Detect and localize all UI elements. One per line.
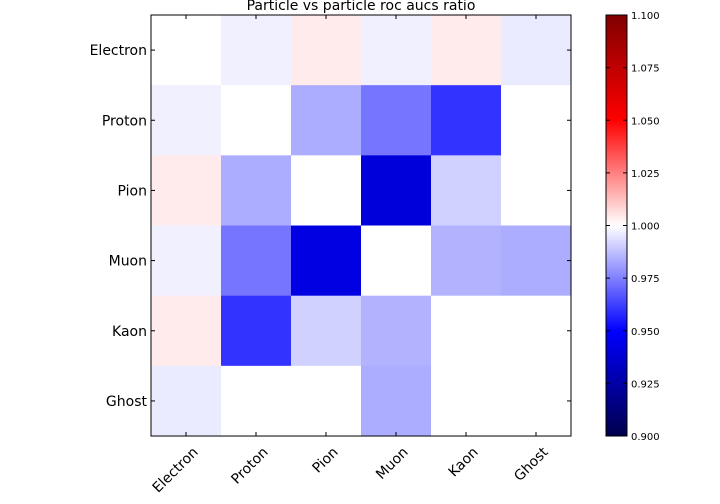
colorbar-tick-label: 1.050 bbox=[631, 116, 660, 127]
colorbar-tick-label: 1.000 bbox=[631, 222, 660, 233]
y-tick-label-proton: Proton bbox=[102, 113, 147, 129]
heatmap-cell-electron-electron bbox=[151, 15, 222, 86]
heatmap-cell-electron-muon bbox=[361, 15, 432, 86]
heatmap-cell-kaon-kaon bbox=[431, 295, 502, 367]
colorbar-tick-label: 1.075 bbox=[631, 64, 660, 75]
heatmap-cell-electron-ghost bbox=[501, 15, 572, 86]
heatmap-cell-muon-proton bbox=[221, 225, 292, 297]
y-tick-labels: Electron Proton Pion Muon Kaon Ghost bbox=[90, 43, 148, 410]
heatmap-cell-electron-kaon bbox=[431, 15, 502, 86]
heatmap-cell-ghost-kaon bbox=[431, 365, 502, 437]
heatmap-cell-proton-ghost bbox=[501, 85, 572, 156]
heatmap-cell-muon-ghost bbox=[501, 225, 572, 297]
heatmap-cell-muon-pion bbox=[291, 225, 362, 297]
heatmap-cell-ghost-ghost bbox=[501, 365, 572, 437]
x-tick-label-ghost: Ghost bbox=[511, 444, 552, 485]
chart-title: Particle vs particle roc aucs ratio bbox=[247, 0, 476, 14]
colorbar-tick-label: 0.925 bbox=[631, 379, 660, 390]
colorbar-tick-label: 1.100 bbox=[631, 11, 660, 22]
heatmap-cell-ghost-electron bbox=[151, 365, 222, 437]
heatmap-cell-pion-ghost bbox=[501, 155, 572, 227]
heatmap-cell-pion-kaon bbox=[431, 155, 502, 227]
x-tick-label-electron: Electron bbox=[150, 444, 202, 496]
heatmap-cell-proton-electron bbox=[151, 85, 222, 156]
heatmap-cell-proton-proton bbox=[221, 85, 292, 156]
y-tick-label-kaon: Kaon bbox=[112, 324, 147, 340]
heatmap-cell-muon-electron bbox=[151, 225, 222, 297]
heatmap-cell-pion-pion bbox=[291, 155, 362, 227]
heatmap-cell-electron-proton bbox=[221, 15, 292, 86]
y-tick-label-muon: Muon bbox=[109, 254, 147, 270]
y-tick-label-pion: Pion bbox=[118, 183, 147, 199]
heatmap-cell-proton-kaon bbox=[431, 85, 502, 156]
heatmap-cell-proton-muon bbox=[361, 85, 432, 156]
heatmap-cells bbox=[151, 15, 572, 437]
colorbar-tick-label: 0.975 bbox=[631, 274, 660, 285]
y-tick-label-ghost: Ghost bbox=[106, 394, 148, 410]
heatmap-cell-pion-electron bbox=[151, 155, 222, 227]
colorbar-tick-label: 0.950 bbox=[631, 327, 660, 338]
x-tick-label-proton: Proton bbox=[228, 444, 271, 487]
heatmap-axes bbox=[150, 14, 572, 437]
heatmap-cell-ghost-proton bbox=[221, 365, 292, 437]
heatmap-cell-pion-muon bbox=[361, 155, 432, 227]
heatmap-cell-kaon-proton bbox=[221, 295, 292, 367]
colorbar-tick-label: 1.025 bbox=[631, 169, 660, 180]
x-tick-label-muon: Muon bbox=[373, 444, 411, 482]
plot-frame bbox=[150, 14, 572, 437]
y-tick-label-electron: Electron bbox=[90, 43, 147, 59]
heatmap-cell-muon-muon bbox=[361, 225, 432, 297]
heatmap-cell-kaon-electron bbox=[151, 295, 222, 367]
colorbar-ticks: 0.900 0.925 0.950 0.975 1.000 1.025 1.050 1.075… bbox=[606, 11, 660, 443]
heatmap-cell-muon-kaon bbox=[431, 225, 502, 297]
heatmap-cell-kaon-pion bbox=[291, 295, 362, 367]
heatmap-cell-kaon-ghost bbox=[501, 295, 572, 367]
x-tick-labels: Electron Proton Pion Muon Kaon Ghost bbox=[150, 444, 552, 496]
heatmap-cell-ghost-muon bbox=[361, 365, 432, 437]
heatmap-cell-kaon-muon bbox=[361, 295, 432, 367]
x-tick-label-pion: Pion bbox=[309, 444, 341, 476]
heatmap-cell-proton-pion bbox=[291, 85, 362, 156]
heatmap-cell-electron-pion bbox=[291, 15, 362, 86]
x-tick-label-kaon: Kaon bbox=[446, 444, 482, 480]
heatmap-cell-pion-proton bbox=[221, 155, 292, 227]
colorbar-tick-label: 0.900 bbox=[631, 432, 660, 443]
heatmap-cell-ghost-pion bbox=[291, 365, 362, 437]
